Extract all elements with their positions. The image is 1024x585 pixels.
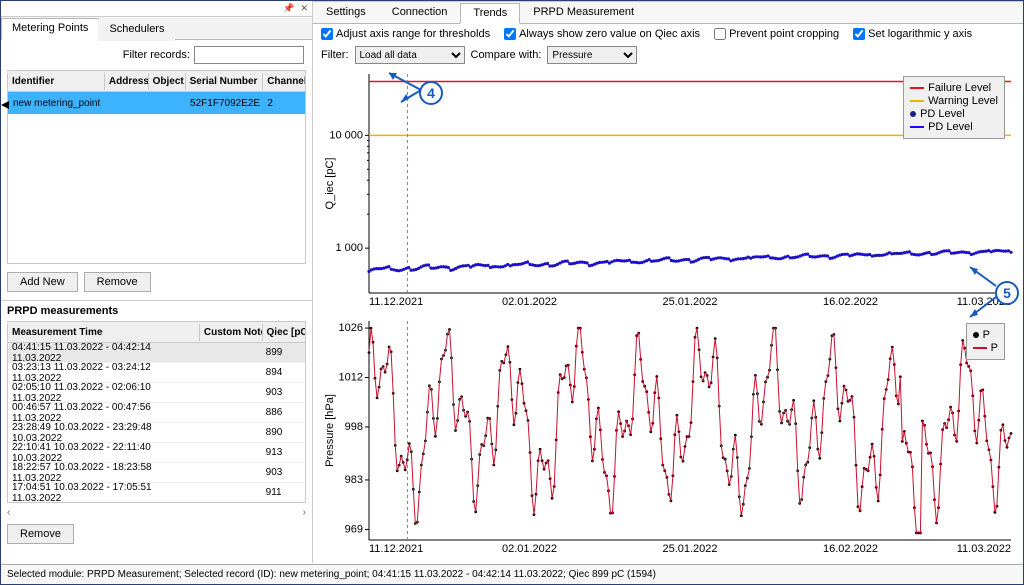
meas-header: Measurement Time Custom Note Qiec [pC] — [7, 321, 306, 343]
pin-icon[interactable]: 📌 — [283, 3, 294, 14]
col-qiec[interactable]: Qiec [pC] — [262, 324, 305, 341]
tab-settings[interactable]: Settings — [313, 2, 379, 23]
col-serial[interactable]: Serial Number — [185, 73, 263, 90]
option-checkbox[interactable]: Set logarithmic y axis — [853, 28, 972, 40]
svg-text:11.12.2021: 11.12.2021 — [369, 543, 423, 555]
arrow-4 — [371, 66, 426, 106]
scroll-right: › — [303, 507, 306, 518]
qiec-chart[interactable]: 1 000 10 000 11.12.2021 02.01.2022 25.01.202… — [321, 70, 1015, 313]
grid-header: Identifier Address Object Serial Number … — [7, 70, 306, 92]
grid-body: new metering_point 52F1F7092E2E 2 — [7, 92, 306, 264]
filter-select[interactable]: Load all data — [355, 46, 465, 64]
svg-text:1012: 1012 — [339, 371, 363, 383]
tab-schedulers[interactable]: Schedulers — [98, 19, 175, 41]
compare-select[interactable]: Pressure — [547, 46, 637, 64]
cell-ch: 2 — [262, 95, 305, 112]
table-row[interactable]: new metering_point 52F1F7092E2E 2 — [8, 92, 305, 114]
side-arrow — [1, 101, 11, 109]
meas-row[interactable]: 17:04:51 10.03.2022 - 17:05:51 11.03.202… — [8, 483, 305, 503]
col-meas-time[interactable]: Measurement Time — [7, 324, 199, 341]
legend: Failure LevelWarning LevelPD LevelPD Lev… — [903, 76, 1005, 139]
pressure-chart[interactable]: 969 983 998 1012 1026 11.12.2021 02.01.2022 25.… — [321, 317, 1015, 560]
filter-label: Filter: — [321, 49, 349, 61]
col-note[interactable]: Custom Note — [199, 324, 262, 341]
col-object[interactable]: Object — [148, 73, 185, 90]
panel-header: 📌 ✕ — [1, 1, 312, 17]
compare-label: Compare with: — [471, 49, 542, 61]
svg-text:Pressure [hPa]: Pressure [hPa] — [324, 394, 336, 467]
svg-text:10 000: 10 000 — [329, 129, 363, 141]
legend: PP — [966, 323, 1005, 360]
svg-text:983: 983 — [345, 473, 363, 485]
svg-text:16.02.2022: 16.02.2022 — [823, 543, 878, 555]
option-checkbox[interactable]: Adjust axis range for thresholds — [321, 28, 490, 40]
add-new-button[interactable]: Add New — [7, 272, 78, 292]
scroll-left: ‹ — [7, 507, 10, 518]
tab-metering-points[interactable]: Metering Points — [1, 18, 99, 40]
top-tabs: Settings Connection Trends PRPD Measurem… — [313, 2, 1023, 24]
svg-text:Q_iec [pC]: Q_iec [pC] — [324, 158, 336, 210]
svg-text:02.01.2022: 02.01.2022 — [502, 296, 557, 308]
measurements-title: PRPD measurements — [1, 300, 312, 321]
svg-text:02.01.2022: 02.01.2022 — [502, 543, 557, 555]
cell-obj — [148, 100, 185, 106]
cell-addr — [105, 100, 149, 106]
arrow-5 — [964, 263, 1002, 323]
tab-connection[interactable]: Connection — [379, 2, 461, 23]
left-tabs: Metering Points Schedulers — [1, 17, 312, 40]
filter-label: Filter records: — [123, 49, 190, 61]
svg-text:1 000: 1 000 — [335, 242, 363, 254]
svg-text:969: 969 — [345, 523, 363, 535]
meas-body[interactable]: 04:41:15 11.03.2022 - 04:42:14 11.03.202… — [7, 343, 306, 503]
remove-button[interactable]: Remove — [84, 272, 151, 292]
options-row: Adjust axis range for thresholds Always … — [313, 24, 1023, 44]
option-checkbox[interactable]: Always show zero value on Qiec axis — [504, 28, 700, 40]
remove-measurement-button[interactable]: Remove — [7, 524, 74, 544]
svg-text:11.12.2021: 11.12.2021 — [369, 296, 423, 308]
option-checkbox[interactable]: Prevent point cropping — [714, 28, 839, 40]
cell-ser: 52F1F7092E2E — [185, 95, 262, 112]
close-icon[interactable]: ✕ — [300, 3, 308, 14]
svg-text:25.01.2022: 25.01.2022 — [662, 296, 717, 308]
tab-prpd[interactable]: PRPD Measurement — [520, 2, 647, 23]
svg-text:1026: 1026 — [339, 322, 363, 334]
status-bar: Selected module: PRPD Measurement; Selec… — [1, 564, 1023, 584]
col-channel[interactable]: Channel — [262, 73, 305, 90]
svg-text:998: 998 — [345, 420, 363, 432]
svg-text:11.03.2022: 11.03.2022 — [957, 543, 1011, 555]
col-address[interactable]: Address — [104, 73, 148, 90]
col-identifier[interactable]: Identifier — [7, 73, 104, 90]
tab-trends[interactable]: Trends — [460, 3, 520, 24]
filter-input[interactable] — [194, 46, 304, 64]
left-panel: 📌 ✕ Metering Points Schedulers Filter re… — [1, 1, 313, 563]
cell-id: new metering_point — [8, 95, 105, 112]
svg-text:16.02.2022: 16.02.2022 — [823, 296, 878, 308]
svg-text:25.01.2022: 25.01.2022 — [662, 543, 717, 555]
